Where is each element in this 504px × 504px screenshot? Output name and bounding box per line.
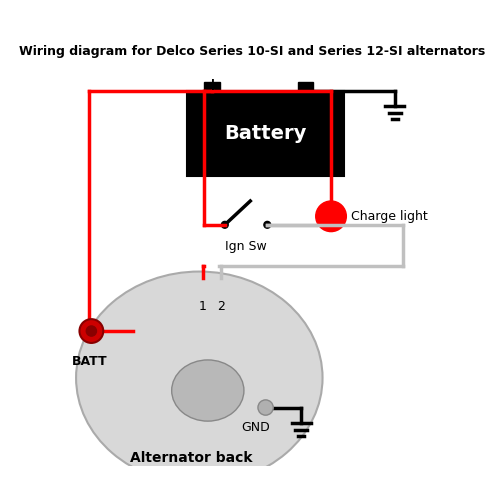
Circle shape — [221, 221, 228, 228]
Text: BATT: BATT — [72, 355, 107, 368]
Circle shape — [80, 319, 103, 343]
Text: 1: 1 — [199, 300, 207, 313]
Text: Charge light: Charge light — [351, 210, 428, 223]
Ellipse shape — [172, 360, 244, 421]
Circle shape — [86, 326, 96, 336]
Text: Battery: Battery — [224, 123, 306, 143]
Text: Wiring diagram for Delco Series 10-SI and Series 12-SI alternators: Wiring diagram for Delco Series 10-SI an… — [19, 45, 485, 58]
Bar — [186, 91, 344, 175]
Circle shape — [316, 201, 346, 232]
Bar — [205, 82, 220, 91]
Bar — [298, 82, 313, 91]
Ellipse shape — [76, 272, 323, 484]
Circle shape — [258, 400, 273, 415]
Text: +: + — [205, 77, 219, 94]
Bar — [196, 278, 228, 299]
Text: Alternator back: Alternator back — [130, 451, 252, 465]
Text: 2: 2 — [217, 300, 225, 313]
Text: Ign Sw: Ign Sw — [225, 240, 267, 253]
Circle shape — [264, 221, 271, 228]
Text: GND: GND — [241, 421, 270, 434]
Text: -: - — [302, 77, 309, 94]
